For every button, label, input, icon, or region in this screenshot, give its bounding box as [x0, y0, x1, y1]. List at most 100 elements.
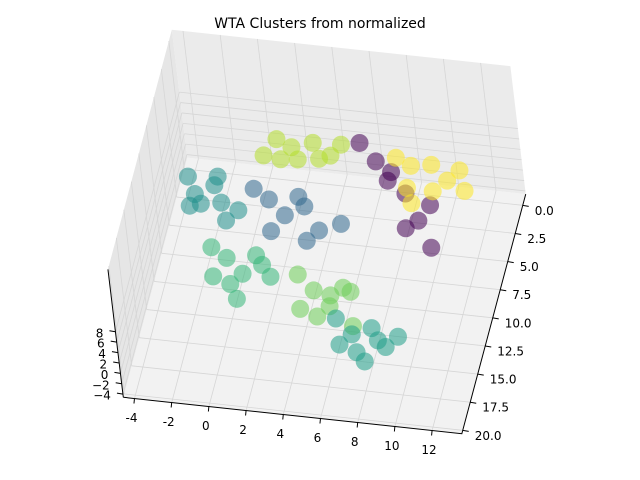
x-tick — [393, 426, 396, 432]
point — [229, 201, 248, 220]
point — [422, 155, 441, 174]
point — [421, 196, 440, 215]
point — [402, 194, 421, 213]
grid-line — [146, 309, 486, 347]
point — [450, 161, 469, 180]
point — [455, 181, 474, 200]
point — [350, 133, 369, 152]
point — [259, 190, 278, 209]
point — [261, 267, 280, 286]
point — [178, 167, 197, 186]
axis-line — [107, 269, 124, 398]
point — [244, 179, 263, 198]
grid-line — [169, 224, 508, 262]
y-tick — [462, 429, 469, 432]
z-tick-label: 6 — [97, 337, 105, 351]
point — [204, 267, 223, 286]
point — [310, 221, 329, 240]
point — [208, 167, 227, 186]
point — [267, 130, 286, 149]
y-tick — [515, 232, 522, 235]
z-tick — [115, 382, 122, 385]
grid-line — [123, 209, 140, 338]
point — [326, 309, 345, 328]
point — [275, 206, 294, 225]
z-tick-label: 2 — [100, 357, 108, 371]
point — [233, 264, 252, 283]
point — [438, 171, 457, 190]
grid-line — [153, 97, 170, 226]
point — [321, 286, 340, 305]
y-tick-label: 20.0 — [475, 429, 502, 443]
z-tick-label: −2 — [92, 378, 110, 392]
point — [227, 289, 246, 308]
x-tick — [356, 422, 359, 428]
point — [423, 182, 442, 201]
grid-line — [394, 186, 460, 427]
z-tick-label: −4 — [93, 389, 111, 403]
grid-line — [181, 112, 521, 150]
y-tick — [507, 261, 514, 264]
grid-line — [131, 365, 471, 403]
x-tick-label: 8 — [351, 435, 359, 449]
z-tick — [113, 361, 120, 364]
axis-line — [123, 193, 527, 435]
point — [331, 135, 350, 154]
z-tick — [111, 351, 119, 354]
x-tick — [245, 410, 247, 416]
x-tick — [282, 414, 284, 420]
grid-line — [130, 181, 148, 310]
point — [422, 238, 441, 257]
z-tick — [110, 340, 117, 343]
grid-line — [219, 34, 236, 163]
z-tick — [114, 371, 121, 374]
point — [217, 211, 236, 230]
point — [247, 246, 266, 265]
point — [330, 335, 349, 354]
x-tick-label: 2 — [239, 423, 247, 437]
x-tick-label: 0 — [202, 419, 210, 433]
point — [397, 178, 416, 197]
z-tick-label: 0 — [101, 368, 109, 382]
grid-line — [115, 92, 180, 332]
grid-line — [184, 133, 523, 171]
point — [288, 265, 307, 284]
grid-line — [122, 154, 188, 395]
point — [289, 187, 308, 206]
point — [378, 171, 397, 190]
grid-line — [115, 237, 133, 366]
point — [303, 133, 322, 152]
grid-line — [179, 91, 518, 129]
point — [355, 352, 374, 371]
y-tick-label: 15.0 — [490, 373, 517, 387]
z-tick — [116, 392, 124, 395]
grid-line — [139, 337, 478, 375]
point — [202, 238, 221, 257]
grid-line — [168, 40, 185, 169]
chart-title: WTA Clusters from normalized — [214, 16, 426, 32]
grid-line — [480, 62, 497, 191]
x-tick-label: 6 — [314, 431, 322, 445]
point — [396, 219, 415, 238]
x-tick-label: 12 — [421, 443, 436, 457]
grid-line — [138, 153, 155, 282]
y-tick-label: 17.5 — [482, 401, 509, 415]
x-tick — [431, 430, 433, 436]
y-tick — [477, 373, 484, 376]
x-tick — [133, 398, 135, 404]
y-tick-label: 5.0 — [520, 260, 539, 274]
grid-line — [145, 125, 163, 254]
grid-line — [160, 69, 178, 198]
x-tick-label: -2 — [163, 415, 175, 429]
point — [386, 148, 405, 167]
grid-line — [405, 54, 422, 183]
grid-line — [180, 102, 520, 140]
point — [254, 146, 273, 165]
z-tick — [109, 330, 116, 333]
point — [291, 299, 310, 318]
grid-line — [118, 123, 184, 364]
point — [366, 152, 385, 171]
point — [262, 222, 281, 241]
point — [297, 231, 316, 250]
